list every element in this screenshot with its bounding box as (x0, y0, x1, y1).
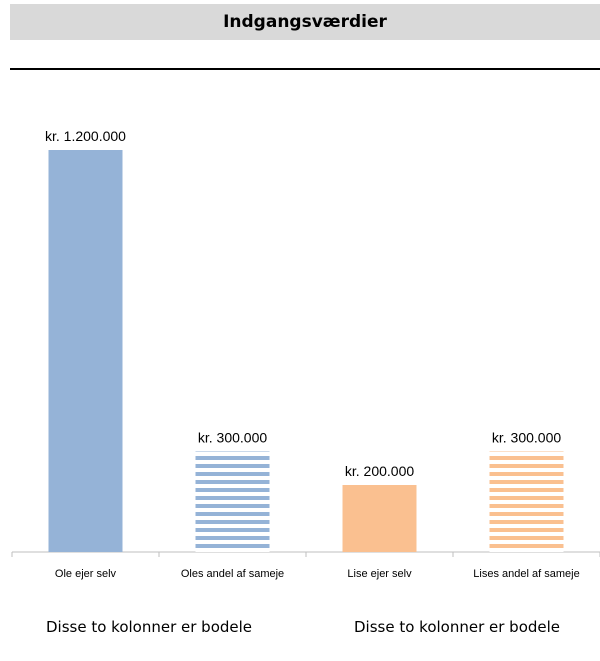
bar-4 (489, 451, 564, 552)
note-bodele-lise: Disse to kolonner er bodele (354, 618, 561, 636)
chart-title: Indgangsværdier (223, 12, 387, 32)
divider-line (10, 68, 600, 70)
bar-2 (195, 451, 270, 552)
category-label: Ole ejer selv (55, 568, 117, 580)
bar-chart: kr. 1.200.000 Ole ejer selv kr. 300.000 Ole… (11, 128, 600, 580)
bar-data-label: kr. 200.000 (345, 463, 414, 479)
note-bodele-ole: Disse to kolonner er bodele (46, 618, 253, 636)
category-label: Lise ejer selv (347, 568, 412, 580)
category-label: Oles andel af sameje (181, 568, 284, 580)
category-label: Lises andel af sameje (473, 568, 579, 580)
bar-3 (342, 485, 417, 552)
bar-data-label: kr. 1.200.000 (45, 128, 126, 144)
bar-1 (48, 150, 123, 552)
bar-data-label: kr. 300.000 (198, 430, 267, 446)
bar-data-label: kr. 300.000 (492, 430, 561, 446)
header-bar: Indgangsværdier (10, 4, 600, 40)
